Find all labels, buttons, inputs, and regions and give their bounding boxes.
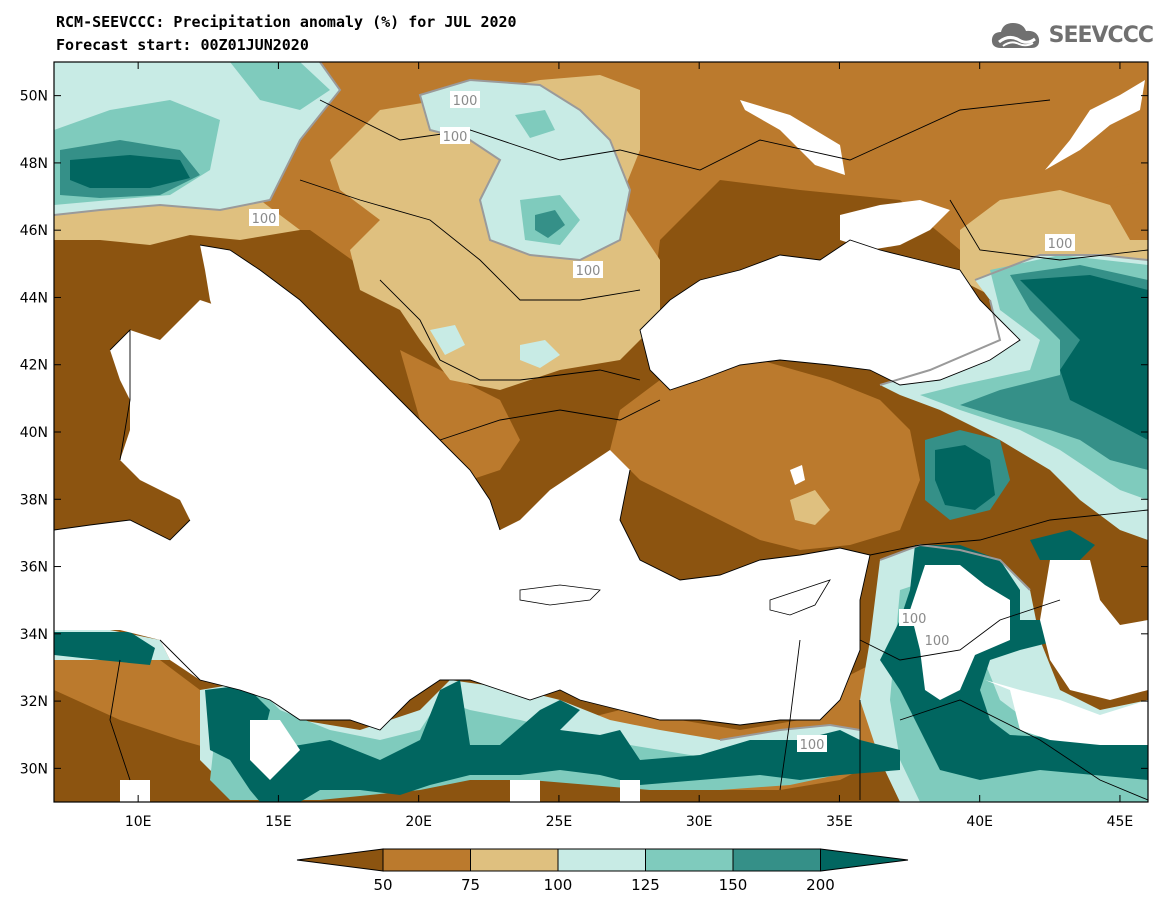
contour-label: 100 (1048, 237, 1073, 252)
anomaly-region (535, 210, 565, 238)
sea-area (250, 720, 300, 780)
contour-label-bg (249, 209, 279, 226)
sea-area (120, 780, 150, 802)
sea-area (640, 240, 1020, 390)
colorbar-label: 50 (373, 876, 392, 894)
anomaly-region (515, 110, 555, 138)
sea-area (985, 680, 1148, 745)
anomaly-region (54, 632, 155, 665)
lon-label: 40E (966, 814, 993, 830)
lat-label: 30N (20, 761, 48, 777)
contour-label: 100 (453, 94, 478, 109)
contour-label: 100 (800, 738, 825, 753)
sea-area (840, 200, 950, 250)
lat-label: 42N (20, 358, 48, 374)
latitude-axis: 50N 48N 46N 44N 42N 40N 38N 36N 34N 32N 30N (20, 89, 1148, 777)
lon-label: 15E (265, 814, 292, 830)
lon-label: 10E (125, 814, 152, 830)
colorbar-label: 100 (544, 876, 573, 894)
sea-area (54, 245, 870, 730)
sea-area (1040, 560, 1148, 700)
contour-label-bg (922, 631, 952, 648)
contour-label-bg (573, 261, 603, 278)
lat-label: 50N (20, 89, 48, 105)
logo-text: SEEVCCC (1048, 22, 1154, 48)
lon-label: 25E (546, 814, 573, 830)
lat-label: 36N (20, 560, 48, 576)
contour-label-bg (899, 609, 929, 626)
colorbar-label: 75 (461, 876, 480, 894)
forecast-start: Forecast start: 00Z01JUN2020 (56, 36, 309, 54)
lat-label: 46N (20, 223, 48, 239)
lon-label: 20E (405, 814, 432, 830)
anomaly-region (610, 360, 920, 550)
contour-label-bg (797, 735, 827, 752)
colorbar-label: 150 (719, 876, 748, 894)
colorbar-lower-triangle (296, 848, 384, 872)
cloud-logo-icon (991, 23, 1039, 48)
lat-label: 34N (20, 627, 48, 643)
sea-area (1045, 80, 1145, 170)
sea-area (740, 100, 845, 175)
chart-title: RCM-SEEVCCC: Precipitation anomaly (%) f… (56, 13, 517, 31)
lon-label: 30E (686, 814, 713, 830)
lat-label: 32N (20, 694, 48, 710)
colorbar-label: 200 (806, 876, 835, 894)
contour-label: 100 (252, 212, 277, 227)
anomaly-region (520, 340, 560, 368)
anomaly-region (430, 325, 465, 355)
contour-label-bg (450, 91, 480, 108)
colorbar-segment (557, 848, 646, 872)
anomaly-region (205, 680, 900, 802)
sea-area (510, 780, 540, 802)
contour-label-bg (440, 127, 470, 144)
colorbar-upper-triangle (820, 848, 909, 872)
anomaly-region (790, 490, 830, 525)
colorbar-segment (382, 848, 471, 872)
lat-label: 48N (20, 156, 48, 172)
contour-label: 100 (576, 264, 601, 279)
lat-label: 38N (20, 492, 48, 508)
islands (519, 579, 831, 616)
colorbar-segment (645, 848, 734, 872)
anomaly-region (230, 62, 330, 110)
contour-label: 100 (925, 634, 950, 649)
seevccc-logo: SEEVCCC (989, 18, 1154, 52)
contour-100-lines (54, 62, 1148, 741)
lat-label: 44N (20, 290, 48, 306)
anomaly-region (420, 80, 630, 260)
contour-label-bg (1045, 234, 1075, 251)
contour-label: 100 (902, 612, 927, 627)
borders (54, 99, 1148, 801)
colorbar-segment (470, 848, 559, 872)
contour-labels: 100 100 100 100 100 100 100 100 (249, 91, 1075, 753)
sea-area (790, 465, 805, 485)
lon-label: 35E (826, 814, 853, 830)
lon-label: 45E (1107, 814, 1134, 830)
colorbar: 50 75 100 125 150 200 (296, 848, 909, 894)
sea-area (910, 565, 1010, 700)
anomaly-field (54, 62, 1148, 802)
longitude-axis: 10E 15E 20E 25E 30E 35E 40E 45E (125, 62, 1133, 830)
anomaly-region (70, 155, 190, 188)
anomaly-region (935, 445, 995, 510)
colorbar-segment (732, 848, 821, 872)
sea-area (620, 780, 640, 802)
contour-label: 100 (443, 130, 468, 145)
lat-label: 40N (20, 425, 48, 441)
anomaly-region (400, 350, 520, 480)
anomaly-region (1020, 275, 1148, 440)
colorbar-label: 125 (631, 876, 660, 894)
anomaly-region (1030, 530, 1095, 560)
